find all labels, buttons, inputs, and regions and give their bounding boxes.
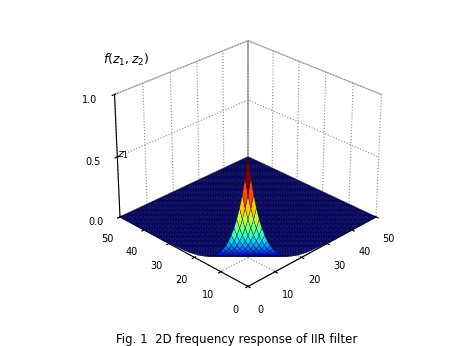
Text: $f(z_1,z_2)$: $f(z_1,z_2)$ xyxy=(103,52,150,68)
Text: $z_1$: $z_1$ xyxy=(118,149,129,161)
Text: Fig. 1  2D frequency response of IIR filter: Fig. 1 2D frequency response of IIR filt… xyxy=(116,333,358,346)
